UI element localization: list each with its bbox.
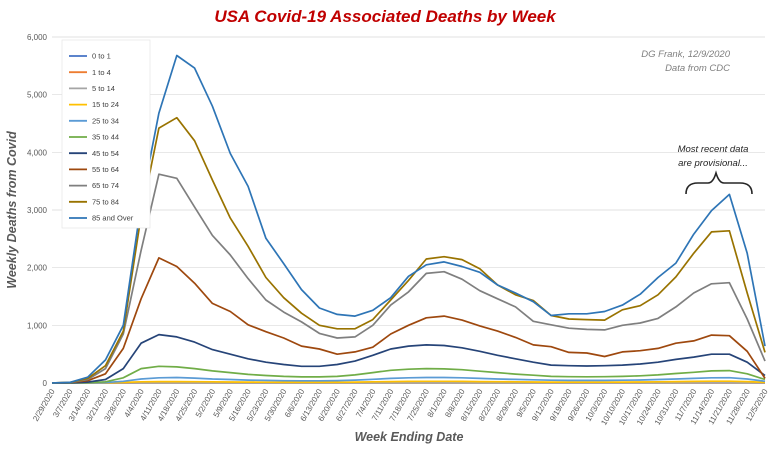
y-tick-label: 5,000: [27, 91, 48, 100]
y-tick-label: 2,000: [27, 264, 48, 273]
legend-label: 25 to 34: [92, 116, 119, 125]
legend-label: 55 to 64: [92, 165, 119, 174]
series-line-10: [51, 54, 766, 384]
y-tick-label: 3,000: [27, 206, 48, 215]
legend-label: 1 to 4: [92, 68, 111, 77]
legend-label: 35 to 44: [92, 133, 119, 142]
provisional-annotation-line1: Most recent data: [678, 144, 749, 155]
author-note: DG Frank, 12/9/2020: [641, 49, 730, 60]
provisional-annotation-line2: are provisional...: [678, 158, 748, 169]
y-tick-label: 6,000: [27, 33, 48, 42]
x-axis-ticks: 2/29/20203/7/20203/14/20203/21/20203/28/…: [31, 387, 770, 427]
series-lines: [51, 54, 766, 384]
legend: 0 to 1 1 to 4 5 to 14 15 to 24 25 to 34 35 to…: [61, 39, 151, 229]
chart-title: USA Covid-19 Associated Deaths by Week: [214, 7, 557, 26]
series-line-7: [51, 257, 766, 384]
legend-label: 0 to 1: [92, 52, 111, 61]
legend-label: 85 and Over: [92, 214, 134, 223]
source-note: Data from CDC: [665, 63, 730, 74]
series-line-9: [51, 116, 766, 384]
legend-label: 5 to 14: [92, 84, 115, 93]
gridlines: [52, 36, 765, 326]
y-tick-label: 0: [43, 379, 48, 388]
series-line-6: [51, 333, 766, 384]
y-tick-label: 4,000: [27, 148, 48, 157]
series-line-8: [51, 173, 766, 384]
provisional-brace: [685, 170, 753, 195]
series-line-3: [52, 380, 766, 384]
y-tick-label: 1,000: [27, 321, 48, 330]
legend-label: 65 to 74: [92, 181, 119, 190]
y-axis-title: Weekly Deaths from Covid: [5, 131, 19, 289]
x-tick-label: 2/29/2020: [31, 387, 57, 423]
legend-label: 15 to 24: [92, 100, 119, 109]
legend-label: 45 to 54: [92, 149, 119, 158]
series-line-4: [52, 376, 766, 384]
legend-label: 75 to 84: [92, 197, 119, 206]
y-axis-ticks: 0 1,000 2,000 3,000 4,000 5,000 6,000: [27, 33, 48, 388]
series-line-5: [51, 365, 766, 384]
x-axis-title: Week Ending Date: [355, 430, 464, 444]
